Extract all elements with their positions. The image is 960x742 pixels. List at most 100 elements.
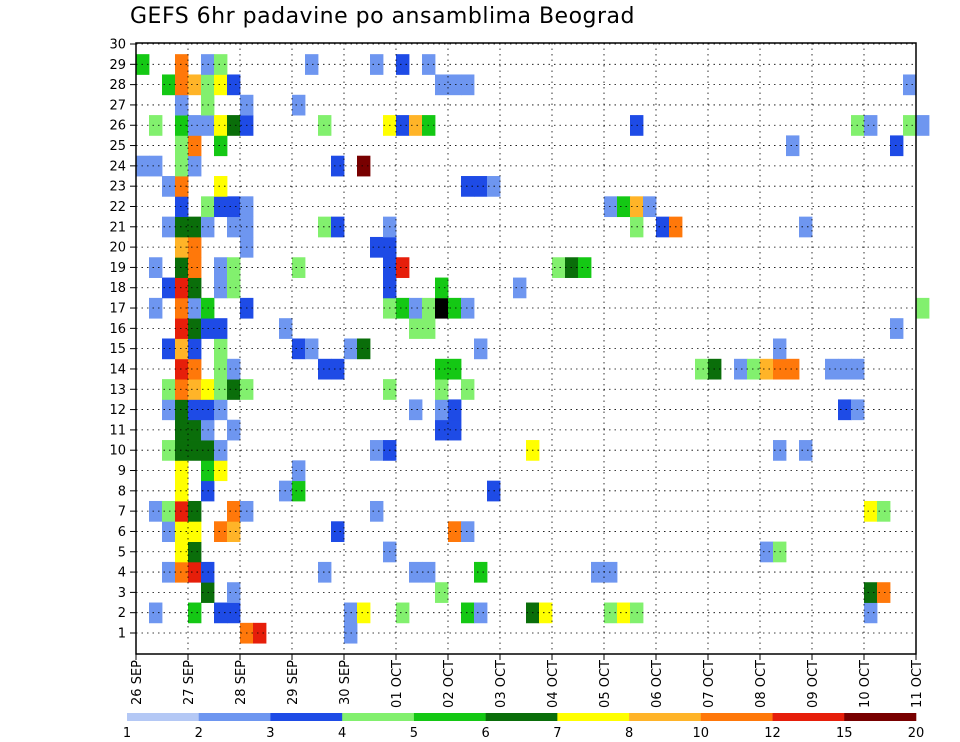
heatmap-cell xyxy=(305,54,319,75)
heatmap-cell xyxy=(396,54,410,75)
heatmap-cell xyxy=(227,358,241,380)
heatmap-cell xyxy=(175,196,189,218)
heatmap-cell xyxy=(227,379,241,400)
heatmap-cell xyxy=(435,582,449,603)
colorbar-swatch xyxy=(413,713,486,721)
heatmap-cell xyxy=(188,297,202,319)
heatmap-cell xyxy=(305,338,319,360)
heatmap-cell xyxy=(617,196,631,218)
heatmap-cell xyxy=(877,500,891,522)
colorbar-label: 10 xyxy=(693,726,710,741)
heatmap-cell xyxy=(175,358,189,380)
colorbar-swatch xyxy=(342,713,415,721)
heatmap-cell xyxy=(175,297,189,319)
x-tick-label: 02 OCT xyxy=(442,660,457,708)
heatmap-cell xyxy=(175,155,189,177)
heatmap-cell xyxy=(409,561,423,583)
heatmap-cell xyxy=(864,582,878,603)
y-tick-label: 13 xyxy=(109,383,126,398)
heatmap-cell xyxy=(188,541,202,563)
heatmap-cell xyxy=(396,257,410,278)
heatmap-cell xyxy=(188,155,202,177)
heatmap-cell xyxy=(448,74,462,96)
heatmap-cell xyxy=(825,358,839,380)
heatmap-cell xyxy=(461,74,475,96)
heatmap-cell xyxy=(188,257,202,278)
x-tick-label: 10 OCT xyxy=(858,660,873,708)
heatmap-cell xyxy=(890,135,904,157)
heatmap-cell xyxy=(162,561,176,583)
heatmap-cell xyxy=(357,602,371,624)
x-tick-label: 01 OCT xyxy=(390,660,405,708)
heatmap-cell xyxy=(318,216,332,238)
heatmap-cell xyxy=(175,419,189,441)
heatmap-cell xyxy=(890,318,904,339)
heatmap-cell xyxy=(292,94,306,116)
colorbar-swatch xyxy=(127,713,200,721)
heatmap-cell xyxy=(396,115,410,136)
heatmap-cell xyxy=(435,74,449,96)
heatmap-cell xyxy=(162,399,176,421)
heatmap-cell xyxy=(175,338,189,360)
heatmap-cell xyxy=(409,115,423,136)
heatmap-cell xyxy=(188,216,202,238)
colorbar-swatch xyxy=(270,713,343,721)
heatmap-cell xyxy=(227,419,241,441)
heatmap-cell xyxy=(227,500,241,522)
heatmap-cell xyxy=(604,196,618,218)
colorbar-label: 4 xyxy=(338,726,346,741)
heatmap-cell xyxy=(188,440,202,461)
heatmap-cell xyxy=(188,419,202,441)
heatmap-cell xyxy=(162,176,176,197)
heatmap-cell xyxy=(318,561,332,583)
x-tick-label: 09 OCT xyxy=(806,660,821,708)
y-tick-label: 23 xyxy=(109,180,126,195)
y-tick-label: 26 xyxy=(109,119,126,134)
heatmap-cell xyxy=(227,196,241,218)
colorbar-label: 12 xyxy=(764,726,781,741)
heatmap-cell xyxy=(214,257,228,278)
heatmap-cell xyxy=(370,236,384,258)
heatmap-cell xyxy=(175,561,189,583)
heatmap-cell xyxy=(149,257,163,278)
y-tick-label: 21 xyxy=(109,220,126,235)
colorbar-swatch xyxy=(557,713,630,721)
heatmap-cell xyxy=(799,216,813,238)
heatmap-cell xyxy=(474,176,488,197)
heatmap-cell xyxy=(162,500,176,522)
heatmap-cell xyxy=(214,176,228,197)
heatmap-cell xyxy=(877,582,891,603)
heatmap-cell xyxy=(656,216,670,238)
heatmap-cell xyxy=(448,297,462,319)
heatmap-cell xyxy=(747,358,761,380)
colorbar-legend: 1 2 3 4 5 6 7 8 10 12 15 20 xyxy=(123,713,924,741)
heatmap-cell xyxy=(227,582,241,603)
heatmap-cell xyxy=(188,399,202,421)
heatmap-cell xyxy=(227,277,241,299)
heatmap-cell xyxy=(214,440,228,461)
x-tick-label: 04 OCT xyxy=(546,660,561,708)
heatmap-cell xyxy=(162,379,176,400)
y-tick-label: 27 xyxy=(109,98,126,113)
y-tick-label: 7 xyxy=(118,505,126,520)
heatmap-cell xyxy=(175,216,189,238)
heatmap-cell xyxy=(149,297,163,319)
x-tick-label: 03 OCT xyxy=(494,660,509,708)
heatmap-cell xyxy=(474,561,488,583)
heatmap-cell xyxy=(370,440,384,461)
y-tick-label: 3 xyxy=(118,586,126,601)
x-tick-label: 28 SEP xyxy=(234,660,249,705)
heatmap-cell xyxy=(175,135,189,157)
heatmap-cell xyxy=(435,399,449,421)
x-tick-label: 30 SEP xyxy=(338,660,353,705)
heatmap-cell xyxy=(461,602,475,624)
y-tick-label: 8 xyxy=(118,484,126,499)
y-tick-label: 17 xyxy=(109,302,126,317)
colorbar-label: 8 xyxy=(625,726,633,741)
heatmap-cell xyxy=(175,440,189,461)
colorbar-swatch xyxy=(629,713,702,721)
y-tick-label: 29 xyxy=(109,58,126,73)
heatmap-cell xyxy=(318,115,332,136)
heatmap-cell xyxy=(162,440,176,461)
heatmap-cell xyxy=(175,460,189,482)
